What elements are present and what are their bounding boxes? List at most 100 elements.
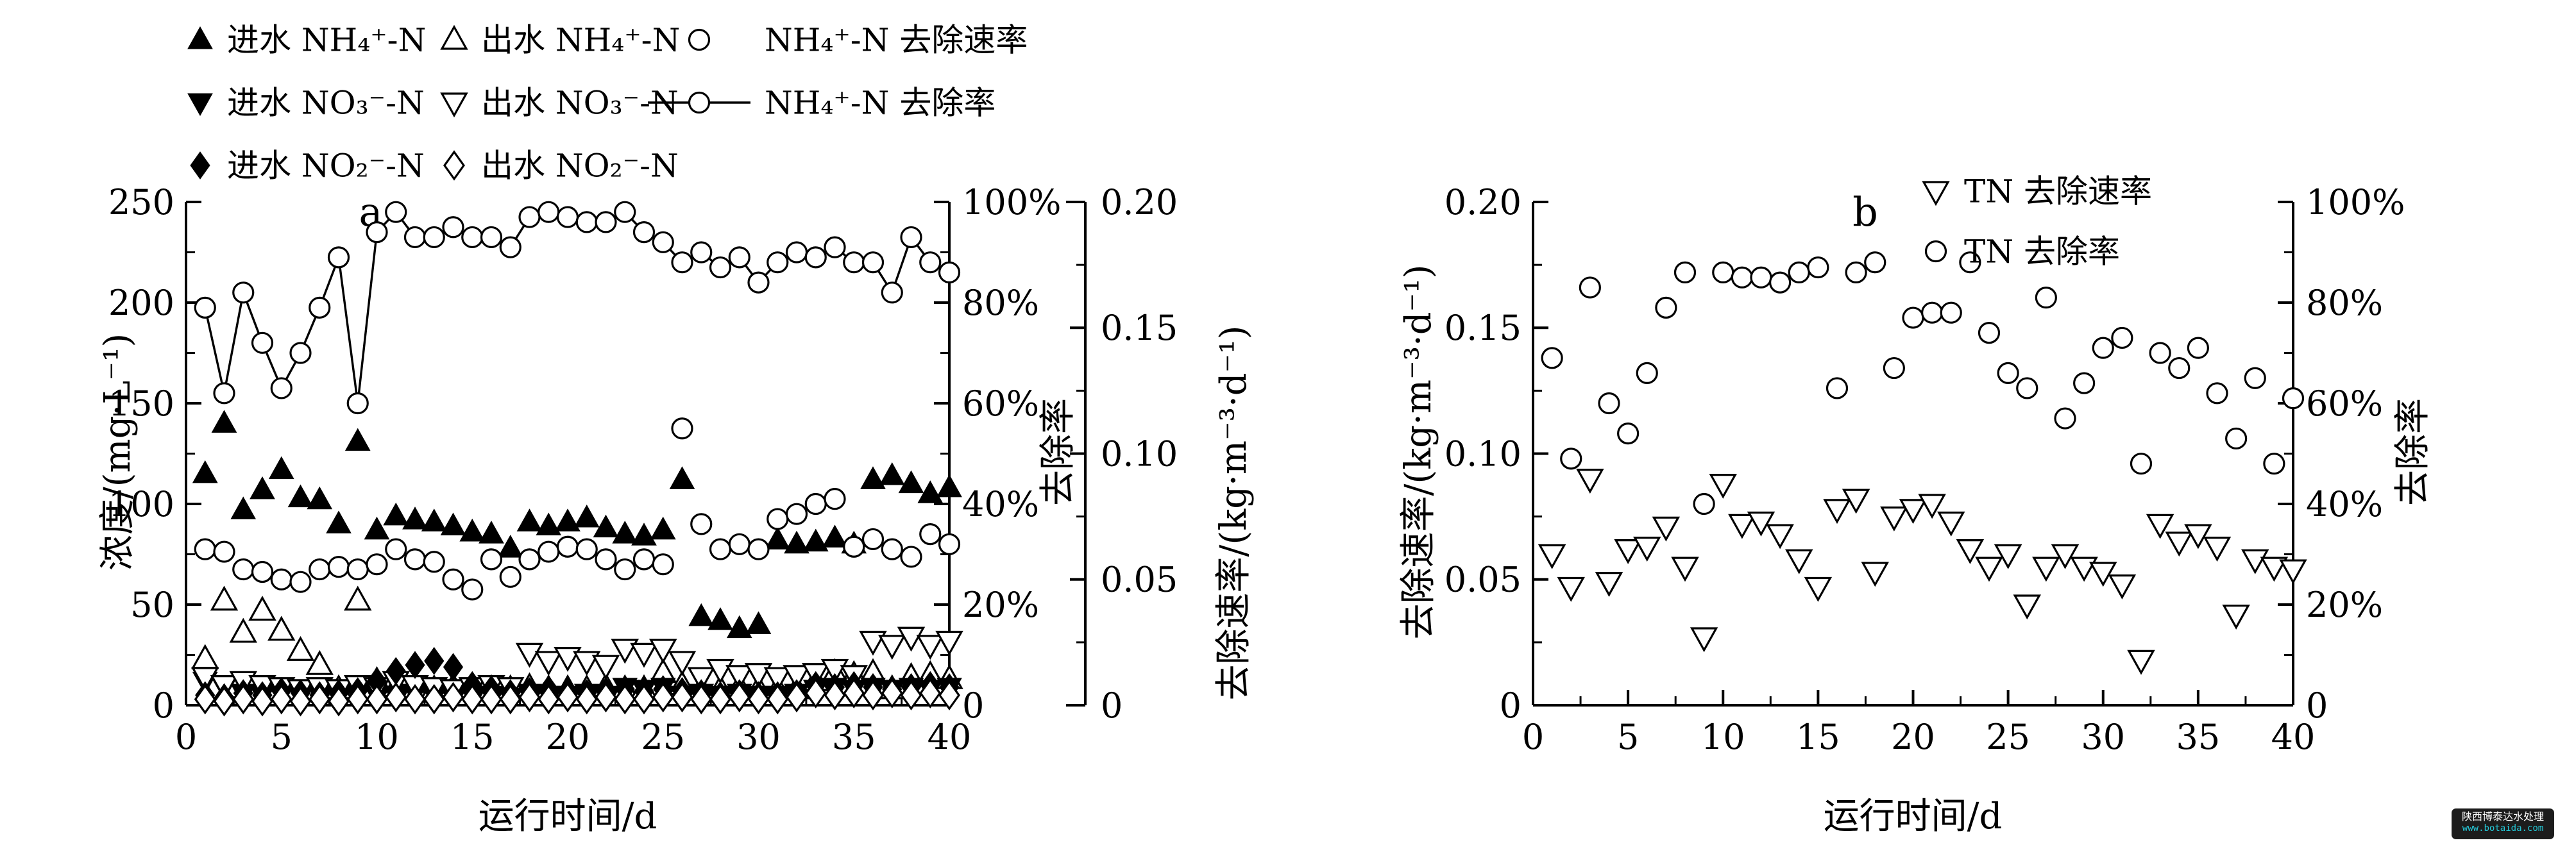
data-point (515, 642, 544, 668)
data-point (804, 246, 827, 269)
data-point (1731, 266, 1753, 289)
x-tick-label: 35 (2176, 717, 2221, 757)
legend-label: TN 去除率 (1964, 233, 2120, 271)
legend-marker-diamond-filled (190, 151, 210, 180)
data-point (2222, 605, 2250, 630)
series-NH₄⁺-N 去除率 (194, 201, 961, 415)
x-tick-label: 15 (1796, 717, 1840, 757)
data-point (652, 553, 674, 576)
data-point (421, 508, 447, 532)
data-point (461, 578, 484, 601)
data-point (479, 521, 504, 544)
data-point (728, 682, 750, 713)
data-point (1595, 572, 1623, 597)
series-进水 NH₄⁺-N (192, 410, 962, 639)
data-point (1826, 377, 1849, 399)
data-point (1956, 539, 1985, 564)
data-point (518, 682, 541, 713)
y-tick-label: 0.20 (1445, 182, 1521, 222)
data-point (784, 530, 809, 554)
legend-item: 进水 NO₃⁻-N (187, 85, 425, 122)
data-point (2168, 356, 2190, 380)
data-point (785, 503, 808, 525)
data-point (843, 678, 865, 708)
data-point (652, 231, 674, 253)
data-point (2263, 453, 2285, 475)
data-point (346, 392, 369, 415)
data-point (614, 683, 636, 715)
data-point (480, 548, 503, 571)
data-point (211, 410, 237, 433)
legend-item: 出水 NO₃⁻-N (440, 85, 679, 122)
data-point (423, 683, 445, 715)
data-point (631, 523, 657, 546)
data-point (443, 653, 464, 682)
data-point (518, 548, 541, 571)
percent-axis-title: 去除率 (2392, 398, 2434, 506)
data-point (1747, 511, 1775, 537)
data-point (916, 635, 944, 660)
data-point (881, 538, 903, 560)
data-point (1997, 362, 2019, 385)
series-NH₄⁺-N 去除速率 (194, 417, 961, 601)
data-point (480, 226, 503, 249)
data-point (614, 558, 636, 581)
data-point (708, 607, 733, 630)
data-point (1693, 492, 1715, 515)
y-tick-label: 0 (1500, 685, 1521, 726)
data-point (802, 528, 829, 552)
y-tick-label: 0.05 (1445, 560, 1521, 600)
data-point (575, 211, 598, 233)
data-point (2111, 326, 2133, 349)
data-point (1804, 576, 1833, 602)
x-axis-title: 运行时间/d (1824, 796, 2003, 837)
percent-axis-b: 0 20% 40% 60% 80% 100% 去除率 (2278, 182, 2434, 726)
percent-tick-label: 40% (2306, 484, 2383, 524)
data-point (385, 201, 407, 223)
data-point (690, 513, 713, 535)
legend-label: 进水 NH₄⁺-N (227, 22, 426, 59)
data-point (861, 528, 885, 551)
data-point (326, 510, 352, 533)
data-point (2092, 337, 2114, 359)
data-point (1902, 306, 1924, 329)
data-point (461, 683, 484, 715)
percent-tick-label: 100% (2306, 182, 2405, 222)
data-point (2206, 382, 2228, 405)
data-point (1636, 362, 1658, 385)
data-point (687, 667, 715, 692)
data-point (346, 558, 369, 581)
data-point (213, 540, 235, 563)
series-TN 去除率 (1541, 251, 2305, 515)
data-point (575, 683, 598, 715)
data-point (2127, 649, 2155, 675)
data-point (2187, 337, 2209, 359)
data-point (459, 518, 486, 542)
data-point (2051, 544, 2080, 569)
data-point (859, 630, 887, 656)
y-tick-label: 50 (130, 585, 174, 625)
data-point (2013, 594, 2041, 620)
data-point (725, 665, 754, 691)
data-point (1842, 489, 1870, 514)
data-point (192, 460, 218, 483)
data-point (573, 651, 601, 676)
y-axis-title: 浓度/(mg·L⁻¹) (97, 333, 139, 571)
rate-tick-label: 0.20 (1101, 182, 1178, 222)
data-point (232, 281, 255, 304)
legend-item: NH₄⁺-N 去除速率 (688, 22, 1028, 59)
data-point (2130, 453, 2153, 475)
data-point (900, 226, 922, 249)
data-point (366, 553, 388, 576)
data-point (898, 470, 924, 494)
data-point (595, 682, 617, 713)
x-tick-label: 40 (2271, 717, 2316, 757)
data-point (1614, 539, 1642, 564)
data-point (210, 585, 239, 611)
data-point (518, 206, 541, 228)
data-point (709, 256, 732, 279)
legend-item: TN 去除率 (1924, 233, 2120, 271)
data-point (251, 560, 274, 583)
data-point (402, 507, 428, 530)
legend-label: TN 去除速率 (1964, 173, 2152, 210)
